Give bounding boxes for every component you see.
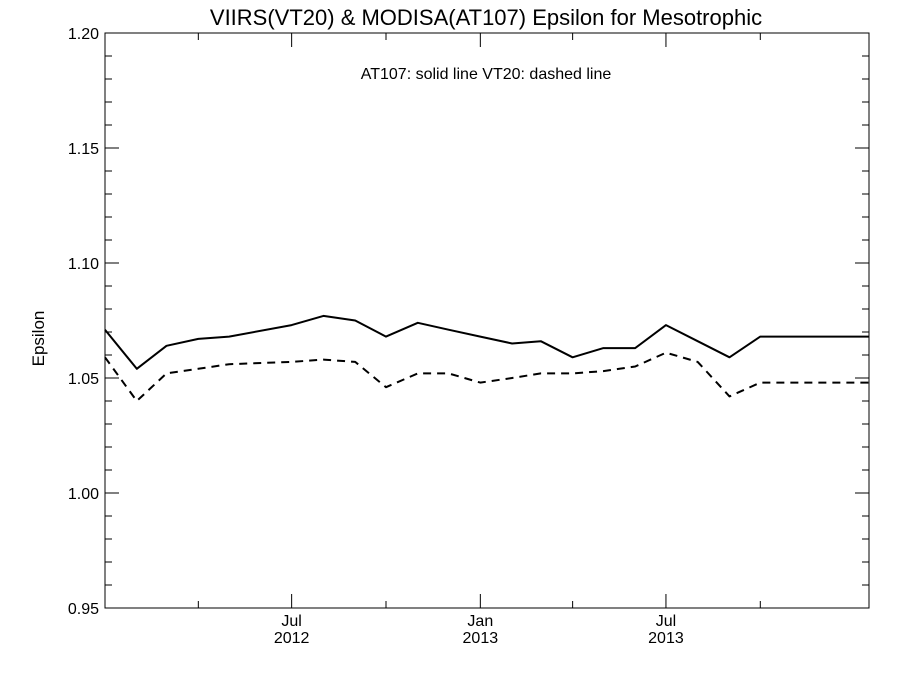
x-tick-label-year: 2013 xyxy=(648,630,684,647)
x-tick-label-month: Jul xyxy=(656,613,676,630)
y-tick-label: 1.10 xyxy=(68,256,99,273)
series-lines xyxy=(104,314,869,402)
y-tick-label: 1.05 xyxy=(68,371,99,388)
y-tick-label: 1.00 xyxy=(68,486,99,503)
y-axis: 0.95 1.00 1.05 1.10 1.15 1.20 xyxy=(68,26,869,618)
y-tick-label: 0.95 xyxy=(68,601,99,618)
y-axis-label: Epsilon xyxy=(29,311,48,367)
x-tick-label-year: 2012 xyxy=(274,630,310,647)
x-tick-label-year: 2013 xyxy=(463,630,499,647)
series-line-vt20 xyxy=(104,351,869,402)
y-tick-label: 1.20 xyxy=(68,26,99,43)
series-line-at107 xyxy=(104,314,869,370)
chart-title: VIIRS(VT20) & MODISA(AT107) Epsilon for … xyxy=(210,5,762,30)
y-tick-label: 1.15 xyxy=(68,141,99,158)
plot-area-frame xyxy=(104,32,870,609)
x-tick-label-month: Jan xyxy=(467,613,493,630)
x-tick-label-month: Jul xyxy=(281,613,301,630)
series-style-note: AT107: solid line VT20: dashed line xyxy=(361,66,612,83)
